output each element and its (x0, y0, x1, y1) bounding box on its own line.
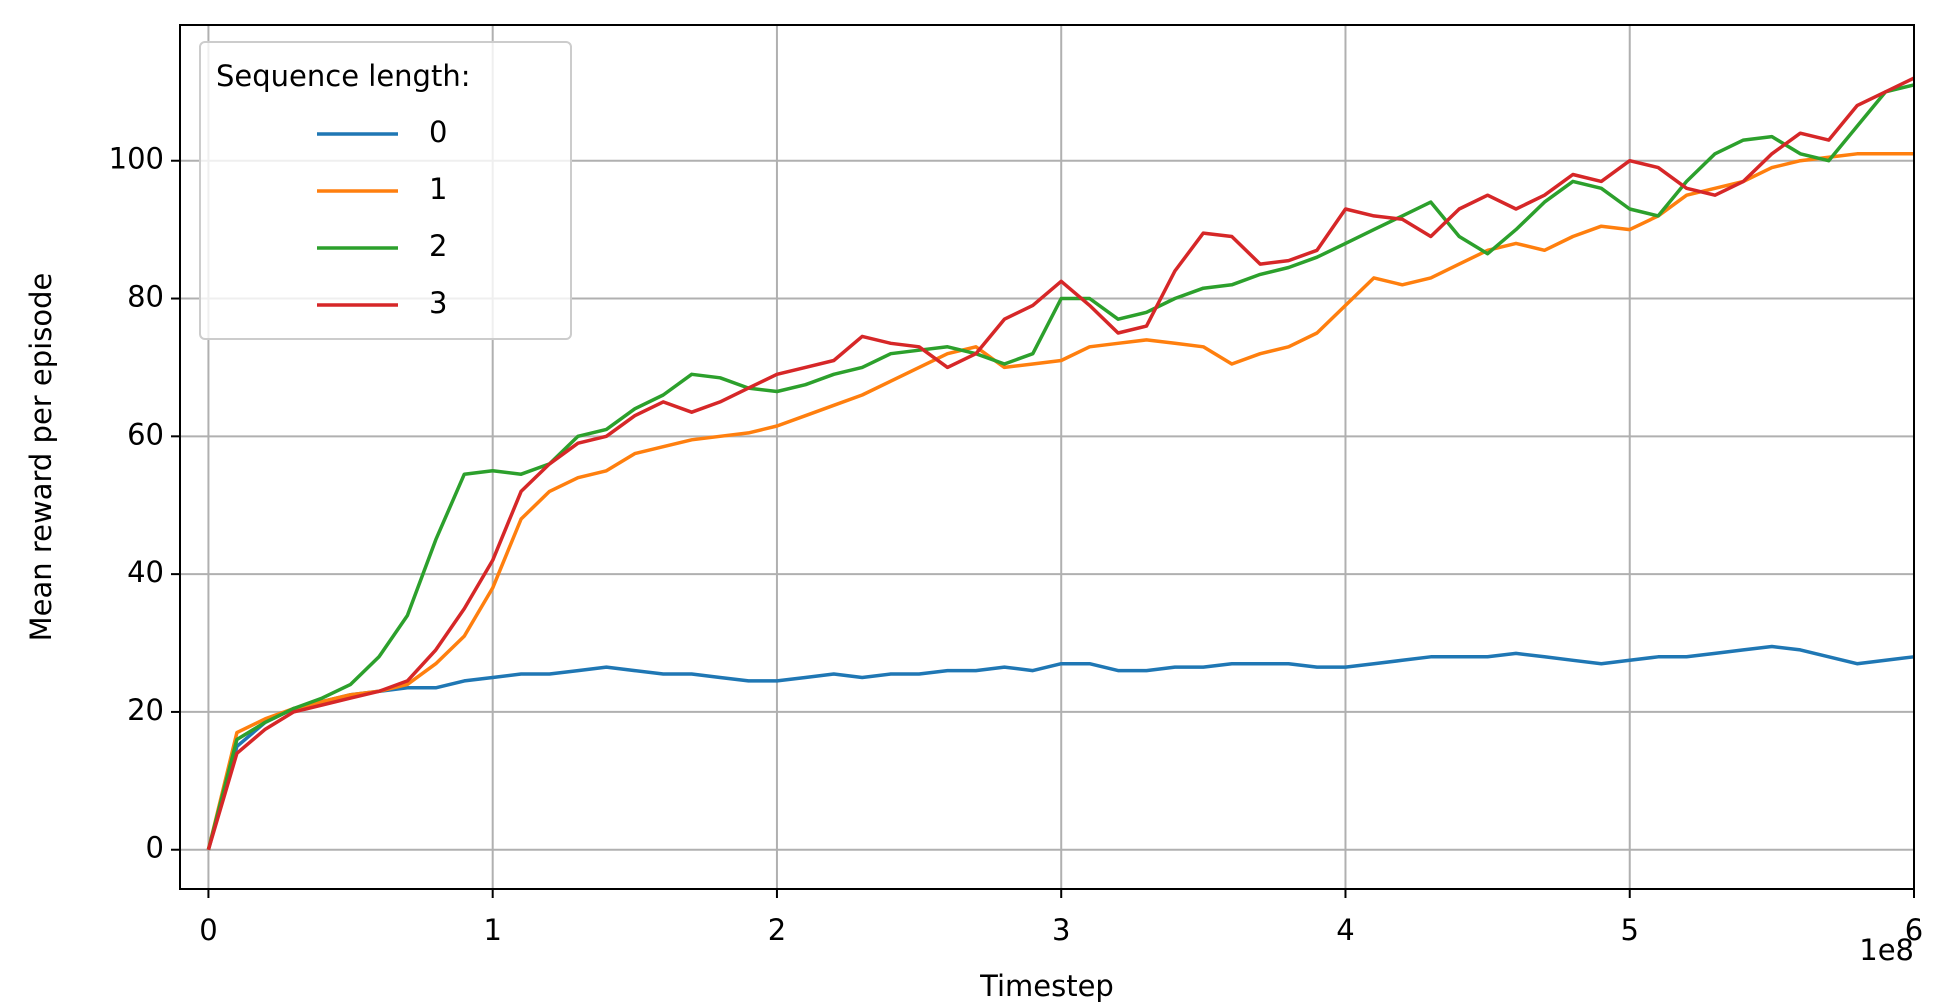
legend-label: 2 (429, 229, 447, 263)
legend-title: Sequence length: (216, 59, 470, 93)
series-line (206, 83, 1915, 851)
y-tick-label: 60 (127, 417, 164, 451)
x-tick-label: 5 (1621, 913, 1639, 947)
series-line (206, 76, 1915, 851)
y-tick-label: 0 (146, 831, 164, 865)
y-tick-label: 80 (127, 280, 164, 314)
legend-label: 3 (429, 286, 447, 320)
x-axis-label: Timestep (979, 969, 1114, 1003)
plot-frame (179, 24, 1915, 890)
x-tick-label: 3 (1052, 913, 1070, 947)
legend-label: 0 (429, 115, 447, 149)
series-line (206, 644, 1915, 851)
y-axis-label: Mean reward per episode (24, 273, 58, 642)
series-line (206, 152, 1914, 851)
legend-label: 1 (429, 172, 447, 206)
x-tick-label: 0 (199, 913, 217, 947)
x-tick-label: 4 (1336, 913, 1354, 947)
y-tick-label: 100 (109, 142, 164, 176)
y-tick-label: 20 (127, 693, 164, 727)
x-offset-label: 1e8 (1859, 933, 1914, 967)
x-tick-label: 6 (1905, 913, 1923, 947)
y-tick-label: 40 (127, 555, 164, 589)
x-tick-label: 2 (768, 913, 786, 947)
x-tick-label: 1 (483, 913, 501, 947)
